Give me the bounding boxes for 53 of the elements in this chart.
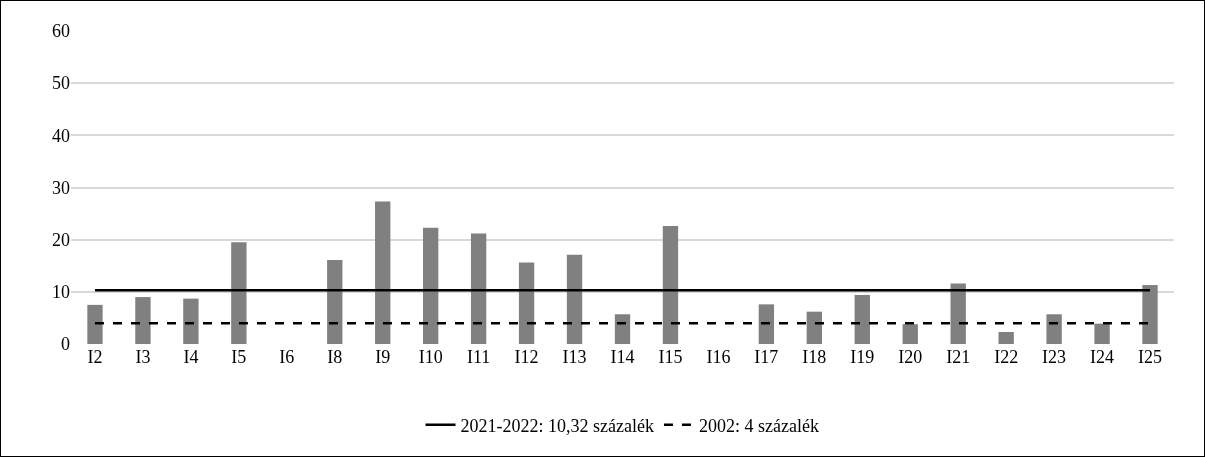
- bar: [614, 314, 631, 344]
- x-tick-label: I16: [706, 347, 731, 367]
- x-tick-label: I21: [946, 347, 971, 367]
- y-tick-label: 60: [52, 21, 70, 42]
- bar: [1046, 314, 1062, 344]
- x-tick-label: I11: [466, 347, 491, 367]
- bar: [327, 260, 343, 344]
- x-tick-label: I2: [87, 347, 103, 367]
- y-tick-label: 30: [52, 177, 70, 198]
- bar: [87, 304, 103, 344]
- bar: [423, 227, 439, 344]
- bar: [806, 311, 822, 344]
- y-tick-label: 50: [52, 73, 70, 94]
- x-tick-label: I17: [754, 347, 779, 367]
- y-tick-label: 0: [61, 334, 70, 355]
- y-tick-label: 20: [52, 229, 70, 250]
- x-tick-label: I13: [562, 347, 587, 367]
- x-tick-label: I22: [994, 347, 1019, 367]
- bar: [183, 298, 199, 344]
- legend-label: 2002: 4 százalék: [698, 415, 819, 436]
- bar: [1142, 285, 1158, 344]
- x-tick-label: I8: [327, 347, 343, 367]
- x-tick-label: I3: [135, 347, 151, 367]
- bar: [998, 332, 1014, 344]
- x-tick-label: I15: [658, 347, 683, 367]
- x-tick-label: I10: [418, 347, 443, 367]
- bar: [231, 242, 247, 344]
- x-tick-label: I25: [1138, 347, 1163, 367]
- x-tick-label: I5: [231, 347, 247, 367]
- y-tick-label: 40: [52, 125, 70, 146]
- legend-label: 2021-2022: 10,32 százalék: [460, 415, 654, 436]
- x-tick-label: I12: [514, 347, 539, 367]
- x-tick-label: I14: [610, 347, 635, 367]
- x-tick-label: I20: [898, 347, 923, 367]
- bar: [566, 254, 583, 344]
- bar: [375, 201, 391, 344]
- bar: [950, 283, 966, 344]
- y-tick-label: 10: [52, 282, 70, 303]
- bar: [662, 226, 679, 344]
- bar: [902, 324, 918, 344]
- x-tick-label: I9: [375, 347, 391, 367]
- x-tick-label: I18: [802, 347, 827, 367]
- bar: [854, 294, 870, 344]
- bar: [135, 297, 151, 344]
- x-tick-label: I6: [279, 347, 295, 367]
- x-tick-label: I4: [183, 347, 199, 367]
- bar: [1094, 323, 1110, 344]
- x-tick-label: I24: [1090, 347, 1115, 367]
- bar: [758, 304, 775, 344]
- x-tick-label: I23: [1042, 347, 1067, 367]
- bar: [518, 262, 535, 344]
- x-tick-label: I19: [850, 347, 875, 367]
- bar: [470, 233, 487, 344]
